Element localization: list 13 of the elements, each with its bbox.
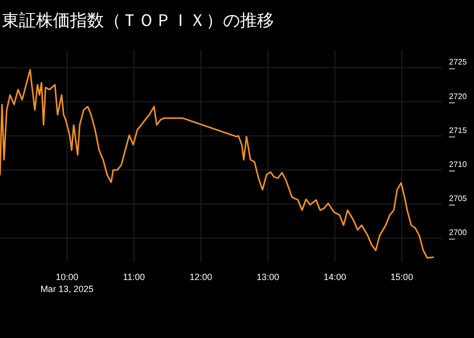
x-tick-label: 15:00	[390, 272, 414, 282]
x-tick-label: 12:00	[190, 272, 212, 282]
y-tick-label: 2710	[449, 160, 468, 169]
y-tick-label: 2705	[449, 194, 468, 204]
y-tick-label: 2715	[449, 126, 468, 135]
chart-title: 東証株価指数（ＴＯＰＩＸ）の推移	[2, 11, 274, 30]
y-tick-label: 2725	[449, 58, 468, 67]
y-tick-label: 2700	[449, 228, 468, 238]
y-tick-label: 2720	[449, 92, 468, 101]
x-tick-label: 13:00	[256, 272, 280, 282]
x-tick-label: 11:00	[123, 272, 145, 282]
x-tick-label: 14:00	[324, 272, 346, 282]
x-tick-label: 10:00 Mar 13, 2025	[40, 272, 94, 294]
